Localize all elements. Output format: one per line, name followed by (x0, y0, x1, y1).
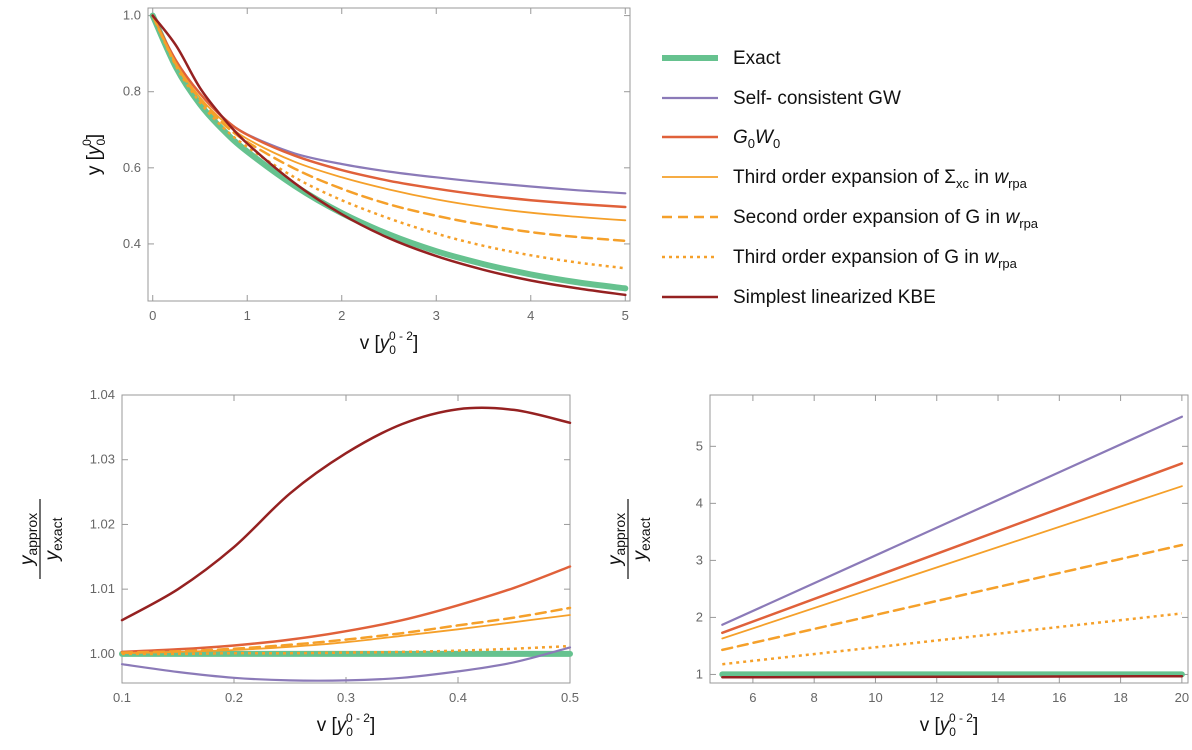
x-tick-label: 14 (991, 690, 1005, 705)
legend-item-third_g: Third order expansion of G in wrpa (662, 247, 1018, 271)
legend-label: Simplest linearized KBE (733, 287, 936, 308)
x-tick-label: 2 (338, 308, 345, 323)
legend-label: Third order expansion of Σxc in wrpa (733, 167, 1028, 191)
series-line-g0w0 (120, 565, 572, 654)
series-line-g0w0 (151, 14, 627, 209)
x-axis-label: v [y00 - 2] (317, 711, 376, 739)
series-line-third_g (151, 15, 626, 270)
legend-item-g0w0: G0W0 (662, 127, 780, 151)
x-tick-label: 0.2 (225, 690, 243, 705)
series-line-second_g (151, 14, 627, 243)
legend-label: Third order expansion of G in wrpa (733, 247, 1018, 271)
series-line-third_g (722, 612, 1183, 666)
legend-label: Self- consistent GW (733, 88, 901, 109)
legend-item-exact: Exact (662, 48, 781, 69)
x-tick-label: 0.5 (561, 690, 579, 705)
y-tick-label: 0.8 (123, 84, 141, 99)
legend-item-third_sigma: Third order expansion of Σxc in wrpa (662, 167, 1028, 191)
y-tick-label: 1.02 (90, 516, 115, 531)
x-tick-label: 18 (1113, 690, 1127, 705)
x-tick-label: 20 (1175, 690, 1189, 705)
x-tick-label: 3 (433, 308, 440, 323)
y-tick-label: 1.0 (123, 8, 141, 23)
x-tick-label: 4 (527, 308, 534, 323)
legend-label: Second order expansion of G in wrpa (733, 207, 1039, 231)
y-tick-label: 1.01 (90, 581, 115, 596)
series-line-third_sigma (721, 485, 1183, 640)
x-tick-label: 10 (868, 690, 882, 705)
legend-item-scgw: Self- consistent GW (662, 88, 901, 109)
series-line-exact (149, 12, 629, 292)
y-tick-label: 4 (696, 495, 703, 510)
x-tick-label: 0.4 (449, 690, 467, 705)
x-axis-label: v [y00 - 2] (920, 711, 979, 739)
y-axis-label: y [y00] (80, 134, 108, 175)
series-line-second_g (721, 543, 1184, 652)
y-tick-label: 0.4 (123, 236, 141, 251)
plot-frame (147, 7, 631, 302)
chart-top: 0 1 2 3 4 5 0.4 0.6 0.8 1.0 v [y00 - 2] y [y00] (80, 7, 631, 357)
x-axis-label: v [y00 - 2] (360, 329, 419, 357)
series-line-scgw (721, 415, 1183, 626)
series-line-kbe (721, 674, 1184, 679)
series-line-g0w0 (721, 462, 1184, 635)
y-axis-label-denominator: yexact (42, 517, 65, 562)
legend-item-kbe: Simplest linearized KBE (662, 287, 936, 308)
x-tick-label: 5 (622, 308, 629, 323)
x-tick-label: 8 (811, 690, 818, 705)
y-tick-label: 1.00 (90, 646, 115, 661)
plot-frame (709, 394, 1189, 684)
y-tick-label: 0.6 (123, 160, 141, 175)
y-tick-label: 5 (696, 438, 703, 453)
y-tick-label: 1.04 (90, 387, 115, 402)
series-line-third_sigma (151, 14, 627, 222)
series-line-kbe (151, 14, 627, 297)
y-axis-label-numerator: yapprox (17, 513, 40, 567)
y-tick-label: 3 (696, 552, 703, 567)
x-tick-label: 12 (930, 690, 944, 705)
series-line-scgw (151, 14, 627, 195)
series-line-third_g (121, 644, 571, 656)
x-tick-label: 16 (1052, 690, 1066, 705)
x-tick-label: 0.3 (337, 690, 355, 705)
series-line-scgw (120, 646, 572, 682)
series-line-kbe (120, 406, 572, 622)
x-tick-label: 0 (149, 308, 156, 323)
x-tick-label: 1 (244, 308, 251, 323)
x-tick-label: 6 (749, 690, 756, 705)
y-tick-label: 1.03 (90, 452, 115, 467)
y-tick-label: 2 (696, 609, 703, 624)
legend-label: Exact (733, 48, 781, 69)
y-axis-label-numerator: yapprox (605, 513, 628, 567)
y-axis-label-denominator: yexact (630, 517, 653, 562)
legend-label: G0W0 (733, 127, 780, 151)
y-tick-label: 1 (696, 666, 703, 681)
x-tick-label: 0.1 (113, 690, 131, 705)
chart-bottom-left: 0.1 0.2 0.3 0.4 0.5 1.00 1.01 1.02 1.03 1.04 v [y0… (17, 387, 579, 739)
series-line-second_g (120, 606, 572, 654)
legend: Exact Self- consistent GW G0W0 Third order … (662, 48, 1039, 308)
legend-item-second_g: Second order expansion of G in wrpa (662, 207, 1039, 231)
